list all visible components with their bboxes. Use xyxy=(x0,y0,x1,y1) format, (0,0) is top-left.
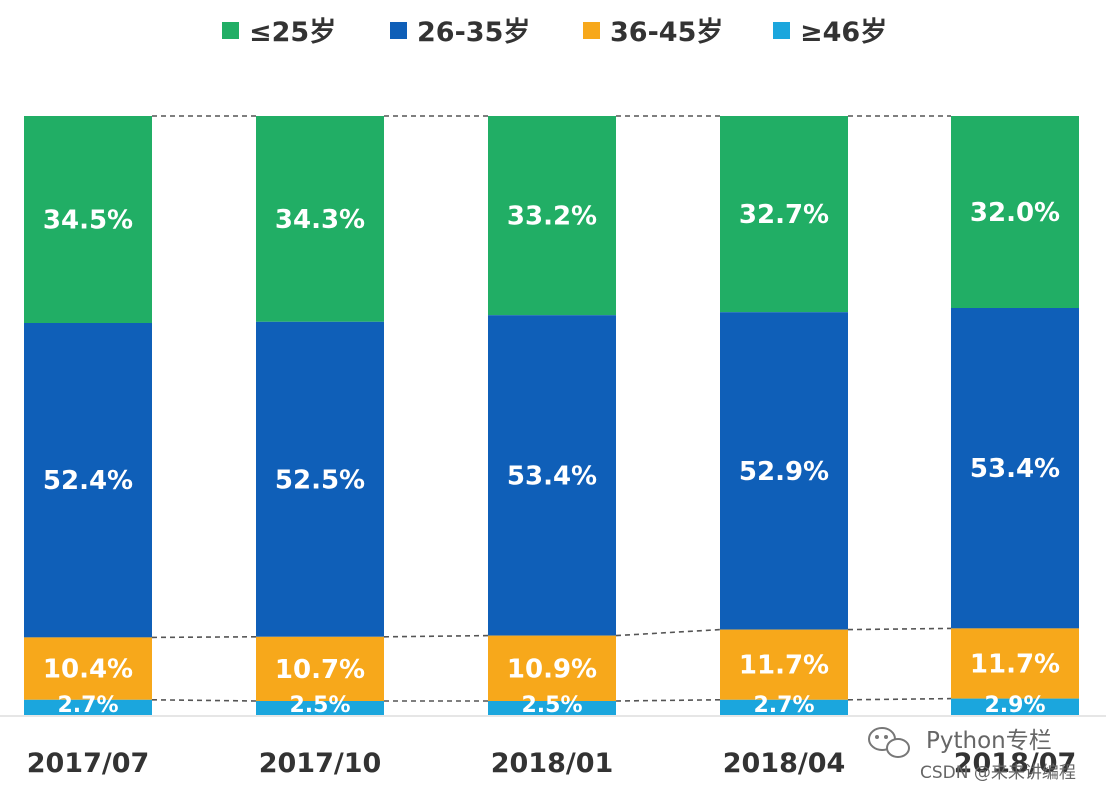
data-label: 52.5% xyxy=(275,465,365,495)
connector-lines xyxy=(151,115,952,702)
legend: ≤25岁 26-35岁 36-45岁 ≥46岁 xyxy=(222,17,887,48)
wechat-icon xyxy=(868,727,910,758)
bar-segment-26-35 xyxy=(488,315,616,636)
data-label: 2.7% xyxy=(57,693,118,718)
bar-segment-36-45 xyxy=(720,629,848,700)
legend-label: 26-35岁 xyxy=(417,17,530,48)
legend-item-le25: ≤25岁 xyxy=(222,17,336,48)
x-tick-label: 2018/07 xyxy=(954,748,1077,779)
bar-segment-le25 xyxy=(720,116,848,313)
bar-segment-26-35 xyxy=(951,308,1079,629)
data-label: 32.7% xyxy=(739,200,829,230)
bar-segment-36-45 xyxy=(951,628,1079,699)
bar-2018-07: 32.0% 53.4% 11.7% 2.9% xyxy=(951,116,1079,718)
data-label: 52.9% xyxy=(739,457,829,487)
connector-line xyxy=(151,699,257,702)
bar-2018-01: 33.2% 53.4% 10.9% 2.5% xyxy=(488,116,616,718)
x-tick-label: 2018/04 xyxy=(723,748,846,779)
connector-line xyxy=(847,627,952,631)
legend-item-36-45: 36-45岁 xyxy=(583,17,723,48)
connector-line xyxy=(151,636,257,639)
bar-segment-ge46 xyxy=(720,699,848,716)
legend-swatch xyxy=(390,22,407,39)
bar-segment-le25 xyxy=(488,116,616,316)
x-tick-label: 2018/01 xyxy=(491,748,614,779)
data-label: 2.9% xyxy=(984,693,1045,718)
data-label: 33.2% xyxy=(507,202,597,232)
x-axis-ticks: 2017/07 2017/10 2018/01 2018/04 2018/07 xyxy=(27,748,1077,779)
legend-swatch xyxy=(583,22,600,39)
connector-line xyxy=(847,697,952,701)
connector-line xyxy=(383,634,489,638)
data-label: 52.4% xyxy=(43,466,133,496)
bar-segment-36-45 xyxy=(256,636,384,701)
data-label: 2.5% xyxy=(521,693,582,718)
legend-swatch xyxy=(222,22,239,39)
bar-2018-04: 32.7% 52.9% 11.7% 2.7% xyxy=(720,116,848,718)
bar-segment-26-35 xyxy=(720,312,848,630)
data-label: 11.7% xyxy=(970,650,1060,680)
legend-swatch xyxy=(773,22,790,39)
x-tick-label: 2017/10 xyxy=(259,748,382,779)
bars: 34.5%52.4%10.4%2.7%34.3%52.5%10.7%2.5%33… xyxy=(24,116,1079,718)
legend-label: ≤25岁 xyxy=(249,17,336,48)
bar-segment-ge46 xyxy=(256,701,384,716)
data-label: 53.4% xyxy=(507,461,597,491)
bar-segment-le25 xyxy=(24,116,152,323)
bar-segment-ge46 xyxy=(488,701,616,716)
data-label: 2.7% xyxy=(753,693,814,718)
bar-segment-ge46 xyxy=(951,698,1079,716)
legend-label: 36-45岁 xyxy=(610,17,723,48)
bar-segment-26-35 xyxy=(24,323,152,638)
connector-line xyxy=(615,628,721,637)
bar-segment-26-35 xyxy=(256,321,384,637)
data-label: 2.5% xyxy=(289,693,350,718)
data-label: 10.9% xyxy=(507,654,597,684)
x-tick-label: 2017/07 xyxy=(27,748,150,779)
data-label: 10.7% xyxy=(275,655,365,685)
legend-item-26-35: 26-35岁 xyxy=(390,17,530,48)
bar-segment-36-45 xyxy=(24,637,152,700)
bar-segment-le25 xyxy=(256,116,384,322)
bar-segment-le25 xyxy=(951,116,1079,308)
bar-segment-36-45 xyxy=(488,635,616,701)
data-label: 32.0% xyxy=(970,198,1060,228)
watermark: Python专栏 CSDN @来来讲编程 xyxy=(868,727,1076,783)
bar-segment-ge46 xyxy=(24,699,152,716)
bar-2017-10: 34.3% 52.5% 10.7% 2.5% xyxy=(256,116,384,718)
data-label: 53.4% xyxy=(970,454,1060,484)
legend-item-ge46: ≥46岁 xyxy=(773,17,887,48)
legend-label: ≥46岁 xyxy=(800,17,887,48)
watermark-source: CSDN @来来讲编程 xyxy=(920,763,1076,783)
connector-line xyxy=(615,699,721,702)
data-label: 10.4% xyxy=(43,655,133,685)
data-label: 34.3% xyxy=(275,205,365,235)
watermark-brand: Python专栏 xyxy=(926,728,1052,754)
data-label: 11.7% xyxy=(739,651,829,681)
bar-2017-07: 34.5% 52.4% 10.4% 2.7% xyxy=(24,116,152,718)
data-label: 34.5% xyxy=(43,206,133,236)
